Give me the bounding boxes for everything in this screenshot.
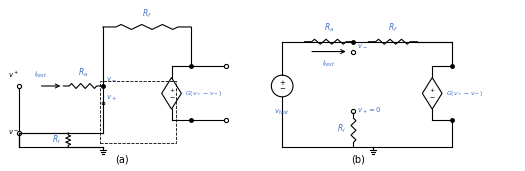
Text: $v_{test}$: $v_{test}$ [275, 108, 290, 117]
Text: $R_a$: $R_a$ [78, 66, 88, 79]
Text: $i_{test}$: $i_{test}$ [35, 69, 48, 80]
Text: +: + [169, 88, 174, 93]
Text: $v_-$: $v_-$ [106, 75, 117, 82]
Text: $R_i$: $R_i$ [51, 134, 60, 146]
Text: −: − [169, 94, 174, 99]
Text: −: − [279, 86, 285, 92]
Text: $v^+$: $v^+$ [7, 70, 19, 80]
Text: $v_+$: $v_+$ [106, 94, 117, 103]
Text: (b): (b) [351, 155, 365, 165]
Text: $R_i$: $R_i$ [338, 123, 346, 135]
Text: +: + [429, 88, 435, 93]
Text: $v_-$: $v_-$ [358, 42, 368, 49]
Text: $i_{test}$: $i_{test}$ [322, 59, 335, 69]
Bar [100, 81, 176, 143]
Text: $G(v_+ - v_-)$: $G(v_+ - v_-)$ [185, 89, 223, 98]
Text: $R_a$: $R_a$ [324, 22, 334, 34]
Text: $R_f$: $R_f$ [142, 7, 152, 20]
Text: $v_+ = 0$: $v_+ = 0$ [358, 106, 382, 116]
Text: $v^-$: $v^-$ [8, 128, 18, 137]
Text: −: − [429, 94, 435, 99]
Text: (a): (a) [116, 155, 129, 165]
Text: $R_f$: $R_f$ [388, 22, 398, 34]
Text: $G(v_+ - v_-)$: $G(v_+ - v_-)$ [446, 89, 483, 98]
Text: +: + [279, 80, 285, 86]
